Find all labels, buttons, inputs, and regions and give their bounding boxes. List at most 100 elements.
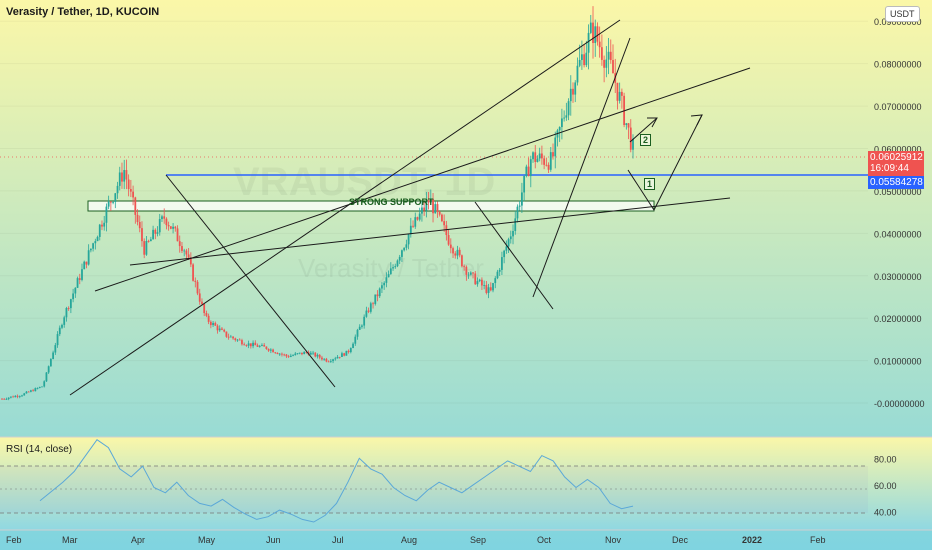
time-tick-label: Jul: [332, 535, 344, 545]
candle-body: [236, 339, 239, 341]
candle-body: [485, 284, 488, 293]
candle-body: [118, 172, 121, 186]
candle-body: [169, 226, 172, 229]
price-tick-label: 0.04000000: [874, 229, 922, 239]
candle-body: [416, 217, 419, 220]
rsi-label[interactable]: RSI (14, close): [6, 444, 73, 455]
candle-body: [192, 264, 194, 281]
candle-body: [398, 256, 401, 261]
candle-body: [141, 228, 143, 242]
candle-body: [336, 356, 339, 359]
candle-body: [381, 285, 383, 289]
candle-body: [596, 26, 599, 42]
candle-body: [61, 324, 63, 328]
candle-body: [372, 303, 374, 305]
trendline-support[interactable]: [129, 197, 731, 266]
candle-body: [156, 232, 159, 234]
candle-body: [543, 158, 546, 165]
trendline-descending[interactable]: [165, 174, 336, 388]
candle-body: [261, 344, 263, 346]
candle-body: [565, 115, 568, 118]
currency-button[interactable]: USDT: [885, 6, 920, 22]
candle-body: [347, 350, 350, 353]
candle-body: [414, 217, 417, 227]
candle-body: [425, 200, 428, 211]
candle-body: [243, 344, 246, 346]
candle-body: [289, 355, 292, 357]
trendline-steep-ascending[interactable]: [532, 37, 631, 298]
candle-body: [49, 359, 52, 367]
candle-body: [518, 205, 521, 207]
wave-projection-short[interactable]: [629, 117, 658, 143]
candle-body: [223, 329, 226, 332]
candle-body: [461, 255, 463, 267]
candle-body: [247, 343, 250, 346]
wave-label-1: 1: [644, 178, 656, 190]
candle-body: [618, 91, 621, 101]
candle-body: [138, 221, 141, 229]
candle-body: [254, 342, 257, 346]
candle-body: [16, 395, 19, 397]
candle-body: [301, 352, 303, 355]
candle-body: [472, 272, 474, 274]
candle-body: [532, 152, 534, 160]
candle-body: [172, 226, 174, 229]
candle-body: [229, 336, 232, 338]
candle-body: [9, 396, 12, 398]
candle-body: [212, 322, 214, 326]
candle-body: [163, 216, 166, 219]
candle-body: [103, 222, 106, 227]
candle-body: [258, 345, 261, 347]
candle-body: [489, 287, 492, 291]
candle-body: [27, 391, 30, 393]
candle-body: [629, 127, 632, 150]
candle-body: [107, 201, 110, 207]
candle-body: [603, 59, 606, 68]
trendline-descending-sep[interactable]: [474, 201, 554, 310]
candle-body: [536, 158, 539, 162]
candle-body: [478, 279, 481, 282]
wave-projection-path[interactable]: [627, 114, 703, 212]
candle-body: [207, 315, 210, 322]
candle-body: [583, 54, 586, 66]
candle-body: [525, 166, 528, 177]
candle-body: [25, 391, 28, 394]
candle-body: [438, 211, 441, 215]
candle-body: [194, 280, 197, 282]
price-tick-label: 0.06000000: [874, 144, 922, 154]
candle-body: [321, 357, 323, 360]
candle-body: [272, 349, 274, 353]
candle-body: [547, 164, 550, 170]
candle-body: [218, 328, 221, 331]
candle-body: [269, 349, 272, 351]
candle-body: [181, 246, 183, 251]
candle-body: [607, 51, 610, 60]
current-price-badge: 0.06025912 16:09:44: [868, 151, 924, 176]
time-tick-label: Apr: [131, 535, 145, 545]
time-tick-label: Feb: [6, 535, 22, 545]
candle-body: [394, 266, 397, 268]
candle-body: [303, 351, 306, 355]
candle-body: [552, 152, 554, 157]
candle-body: [329, 361, 332, 362]
candle-body: [396, 260, 399, 267]
candle-body: [447, 235, 450, 245]
candle-body: [429, 198, 432, 203]
candle-body: [343, 353, 346, 356]
support-label: STRONG SUPPORT: [349, 197, 434, 207]
candle-body: [376, 294, 379, 297]
trendline-ascending-resistance[interactable]: [94, 67, 751, 292]
price-tick-label: 0.09000000: [874, 17, 922, 27]
candle-body: [205, 313, 208, 316]
candle-body: [185, 250, 188, 255]
trendline-long-ascending[interactable]: [69, 19, 621, 396]
candle-body: [98, 224, 101, 237]
candle-body: [36, 387, 39, 389]
candle-body: [245, 345, 248, 346]
candle-body: [418, 213, 421, 220]
time-axis: Feb Mar Apr May Jun Jul Aug Sep Oct Nov Dec 2022 Feb: [0, 529, 932, 545]
candle-body: [569, 88, 572, 102]
countdown-value: 16:09:44: [870, 163, 909, 174]
candle-body: [576, 65, 579, 83]
